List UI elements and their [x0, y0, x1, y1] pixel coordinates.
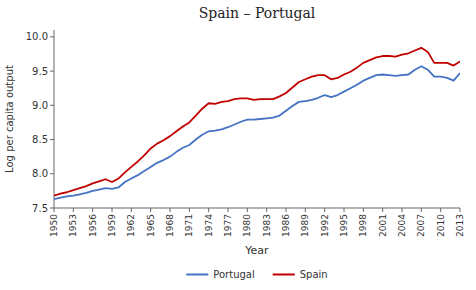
y-axis-line: [54, 30, 55, 208]
x-tick: [324, 208, 325, 212]
x-tick: [131, 208, 132, 212]
x-tick-label: 1980: [242, 214, 252, 237]
x-tick-label: 1989: [300, 214, 310, 237]
y-tick-label: 8.5: [32, 134, 48, 145]
y-tick-label: 7.5: [32, 203, 48, 214]
x-tick-label: 2004: [397, 214, 407, 237]
x-tick-label: 1968: [165, 214, 175, 237]
x-tick-label: 1950: [49, 214, 59, 237]
x-tick-label: 2007: [416, 214, 426, 237]
x-tick-label: 1953: [68, 214, 78, 237]
x-tick: [402, 208, 403, 212]
x-tick: [247, 208, 248, 212]
y-tick-label: 10.0: [26, 31, 48, 42]
x-tick-label: 2010: [436, 214, 446, 237]
x-axis-label: Year: [244, 244, 269, 257]
y-tick-label: 8.0: [32, 168, 48, 179]
line: [54, 66, 460, 199]
line: [54, 48, 460, 196]
x-tick: [286, 208, 287, 212]
x-tick: [440, 208, 441, 212]
x-tick-label: 1974: [204, 214, 214, 237]
y-tick: [50, 105, 54, 106]
title: Spain – Portugal: [199, 5, 316, 21]
x-tick-label: 1971: [184, 214, 194, 237]
x-tick-label: 1998: [358, 214, 368, 237]
x-tick: [73, 208, 74, 212]
y-tick: [50, 36, 54, 37]
x-tick: [382, 208, 383, 212]
x-tick-label: 1965: [146, 214, 156, 237]
y-tick: [50, 208, 54, 209]
plot-area: [54, 48, 460, 199]
x-axis: 1950 1953 1956 1959 1962 1965 1968 1971 1974 1977…: [49, 208, 465, 257]
x-tick-label: 2001: [378, 214, 388, 237]
legend-label: Spain: [300, 269, 328, 280]
x-tick-label: 1962: [126, 214, 136, 237]
x-tick-label: 1986: [281, 214, 291, 237]
y-tick: [50, 139, 54, 140]
x-tick: [363, 208, 364, 212]
x-tick: [228, 208, 229, 212]
y-tick: [50, 71, 54, 72]
x-tick: [189, 208, 190, 212]
y-tick-label: 9.5: [32, 66, 48, 77]
x-tick-label: 1983: [262, 214, 272, 237]
chart: Spain – Portugal 7.5 8.0 8.5 9.0 9.5 10.0 Log p…: [0, 0, 476, 290]
legend-item: Portugal: [186, 269, 254, 280]
y-tick: [50, 173, 54, 174]
y-axis: 7.5 8.0 8.5 9.0 9.5 10.0 Log per capita output: [4, 30, 54, 214]
x-tick: [54, 208, 55, 212]
x-tick: [266, 208, 267, 212]
x-tick-label: 1959: [107, 214, 117, 237]
legend-swatch: [186, 274, 208, 276]
y-tick-label: 9.0: [32, 100, 48, 111]
page: {"chart_data": { "type": "line", "title"…: [0, 0, 476, 290]
x-tick-label: 2013: [455, 214, 465, 237]
x-tick-label: 1956: [88, 214, 98, 237]
x-tick: [208, 208, 209, 212]
legend: Portugal Spain: [186, 269, 327, 280]
legend-swatch: [273, 274, 295, 276]
x-tick: [112, 208, 113, 212]
legend-label: Portugal: [213, 269, 254, 280]
x-tick-label: 1995: [339, 214, 349, 237]
legend-item: Spain: [273, 269, 328, 280]
x-tick: [170, 208, 171, 212]
x-tick-label: 1977: [223, 214, 233, 237]
x-tick: [92, 208, 93, 212]
x-axis-line: [54, 208, 460, 209]
x-tick: [344, 208, 345, 212]
y-axis-label: Log per capita output: [4, 65, 15, 173]
x-tick: [305, 208, 306, 212]
x-tick: [460, 208, 461, 212]
x-tick: [421, 208, 422, 212]
x-tick: [150, 208, 151, 212]
x-tick-label: 1992: [320, 214, 330, 237]
